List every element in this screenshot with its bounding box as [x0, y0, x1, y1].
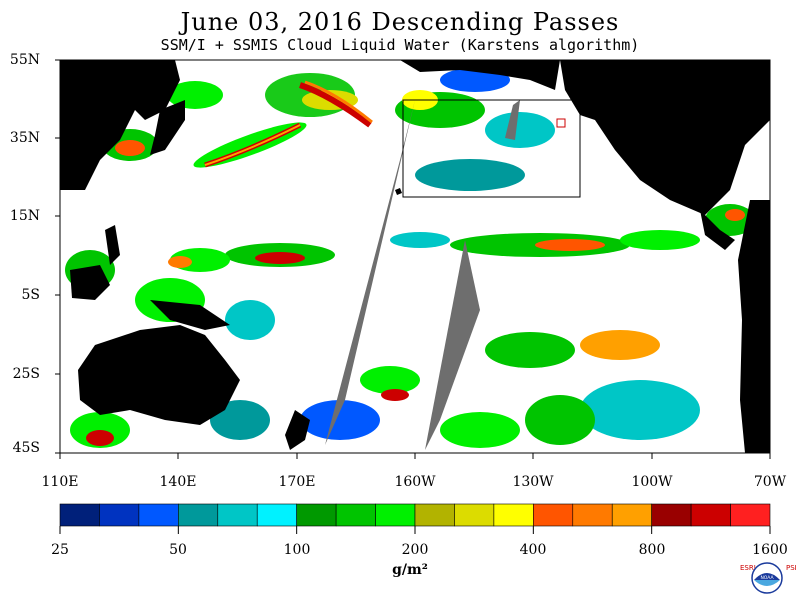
lon-label-160w: 160W	[394, 474, 436, 490]
lon-label-140e: 140E	[159, 474, 197, 490]
lon-label-70w: 70W	[753, 474, 787, 490]
colorbar-swatch	[296, 503, 337, 527]
missing-swath-small	[505, 100, 520, 140]
land-masses	[60, 60, 770, 453]
colorbar-label-400: 400	[519, 542, 547, 558]
colorbar-swatch	[651, 503, 692, 527]
land-australia	[78, 325, 240, 425]
noaa-esrl-psd-logo: ESRL NOAA PSD	[740, 562, 796, 594]
svg-text:ESRL: ESRL	[740, 564, 758, 572]
land-borneo	[70, 265, 110, 300]
colorbar-swatch	[611, 503, 652, 527]
colorbar-swatch	[533, 503, 574, 527]
lat-label-15n: 15N	[9, 208, 40, 224]
colorbar-swatch	[375, 503, 416, 527]
colorbar-label-800: 800	[638, 542, 666, 558]
svg-text:NOAA: NOAA	[760, 575, 774, 581]
lat-label-35n: 35N	[9, 130, 40, 146]
land-philippines	[105, 225, 120, 265]
colorbar-swatch	[217, 503, 258, 527]
region-box-northeast-pacific	[402, 99, 581, 198]
colorbar-label-200: 200	[401, 542, 429, 558]
land-japan	[150, 100, 185, 155]
land-new-zealand	[285, 410, 310, 450]
lat-label-5s: 5S	[21, 287, 41, 303]
colorbar-swatch	[138, 503, 179, 527]
region-marker-small	[556, 118, 566, 128]
colorbar-swatch	[414, 503, 455, 527]
lon-label-110e: 110E	[41, 474, 79, 490]
svg-text:PSD: PSD	[786, 564, 796, 572]
axis-ticks	[55, 59, 771, 459]
land-south-america	[738, 200, 770, 453]
colorbar-label-100: 100	[283, 542, 311, 558]
colorbar-swatch	[730, 503, 771, 527]
lon-label-170e: 170E	[278, 474, 316, 490]
missing-swath-right	[425, 240, 480, 450]
land-hawaii	[395, 188, 402, 195]
land-alaska	[400, 60, 560, 90]
colorbar-label-1600: 1600	[752, 542, 788, 558]
lat-label-45s: 45S	[12, 440, 40, 456]
land-central-america	[700, 210, 735, 250]
colorbar	[59, 503, 771, 534]
colorbar-label-25: 25	[51, 542, 69, 558]
lon-label-130w: 130W	[512, 474, 554, 490]
land-asia	[60, 60, 180, 190]
map-panel	[59, 59, 771, 454]
colorbar-label-50: 50	[169, 542, 187, 558]
land-north-america	[560, 60, 770, 215]
map-subtitle: SSM/I + SSMIS Cloud Liquid Water (Karste…	[160, 36, 640, 54]
colorbar-swatch	[335, 503, 376, 527]
land-new-guinea	[150, 300, 230, 330]
colorbar-swatch	[572, 503, 613, 527]
lat-label-25s: 25S	[12, 366, 40, 382]
colorbar-swatch	[454, 503, 495, 527]
lon-label-100w: 100W	[631, 474, 673, 490]
colorbar-swatch	[690, 503, 731, 527]
colorbar-unit-label: g/m²	[392, 562, 428, 578]
colorbar-swatch	[493, 503, 534, 527]
colorbar-swatch	[59, 503, 100, 527]
map-title: June 03, 2016 Descending Passes	[180, 8, 620, 36]
colorbar-swatch	[99, 503, 140, 527]
lat-label-55n: 55N	[9, 52, 40, 68]
colorbar-swatch	[178, 503, 219, 527]
colorbar-swatch	[256, 503, 297, 527]
